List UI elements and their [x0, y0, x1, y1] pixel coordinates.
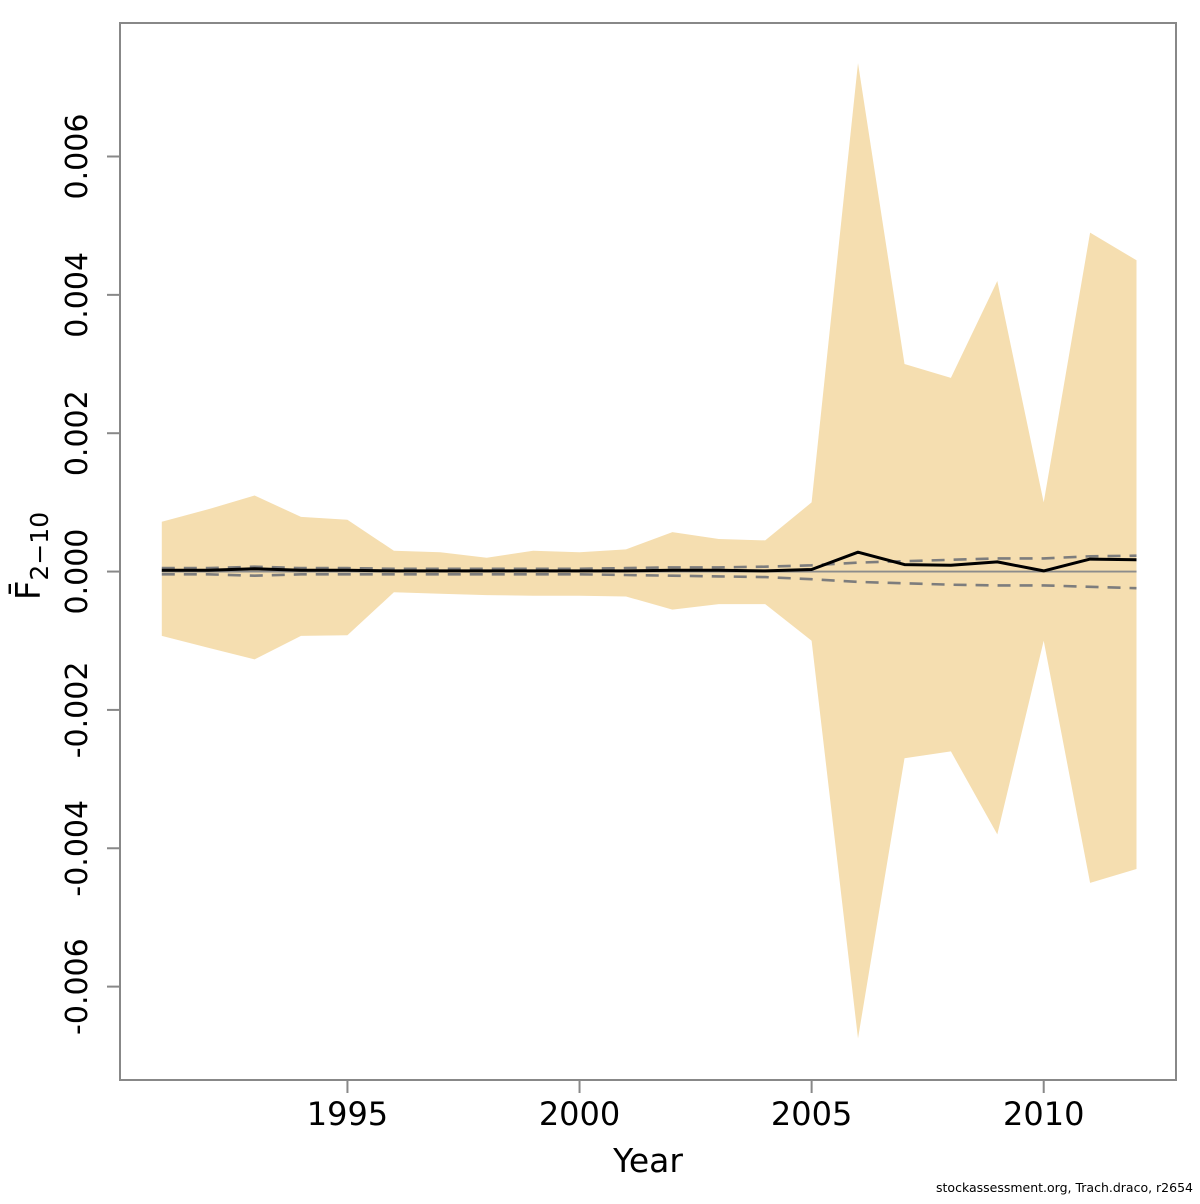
ci-upper-dashed-line	[161, 554, 1137, 571]
y-axis-tick-label: 0.004	[60, 252, 95, 338]
y-axis-tick-label: 0.006	[60, 114, 95, 200]
x-axis-tick-label: 1995	[307, 1095, 388, 1133]
y-axis-title-subscript: 2−10	[25, 512, 54, 581]
y-axis-title: F̄2−10	[8, 512, 54, 600]
y-axis-tick-label: 0.000	[60, 529, 95, 615]
plot-border-box	[119, 22, 1177, 1081]
confidence-band-area	[161, 63, 1137, 1039]
y-axis-tick-label: -0.004	[60, 800, 95, 897]
x-axis-tick-label: 2010	[1003, 1095, 1084, 1133]
x-axis-title: Year	[612, 1141, 683, 1180]
y-axis-tick-label: -0.006	[60, 938, 95, 1035]
x-axis-tick-label: 2005	[771, 1095, 852, 1133]
ci-lower-dashed-line	[161, 572, 1137, 590]
y-axis-title-base: F̄	[8, 581, 49, 601]
y-axis-tick-label: -0.002	[60, 662, 95, 759]
x-axis-tick-label: 2000	[539, 1095, 620, 1133]
fbar-estimate-line	[161, 550, 1137, 573]
x-axis-ticks: 1995 2000 2005 2010	[307, 1080, 1084, 1133]
footer-credit: stockassessment.org, Trach.draco, r2654	[936, 1180, 1193, 1195]
y-axis-ticks: -0.006 -0.004 -0.002 0.000 0.002 0.004 0.006	[60, 114, 120, 1035]
y-axis-tick-label: 0.002	[60, 390, 95, 476]
